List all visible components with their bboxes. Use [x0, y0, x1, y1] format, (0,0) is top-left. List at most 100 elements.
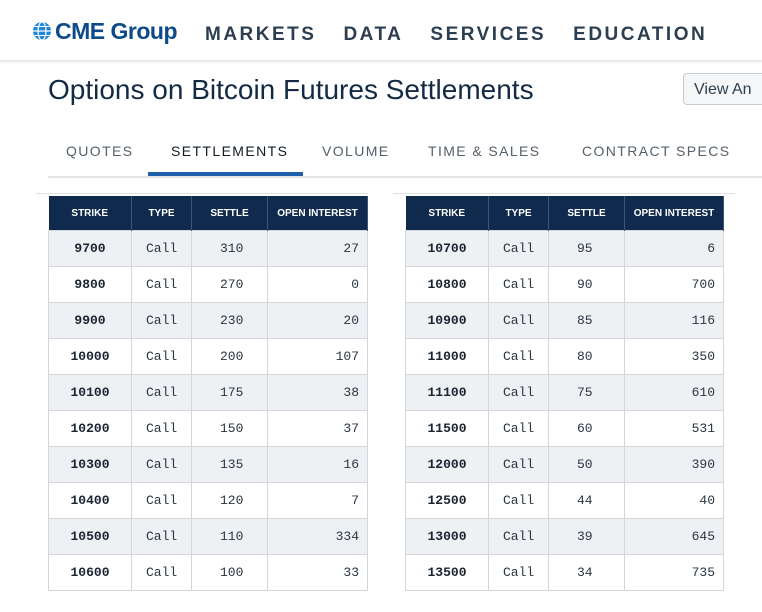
table-row: 10900 Call 85 116 [405, 302, 724, 339]
settle-cell: 150 [191, 410, 268, 447]
settle-cell: 50 [548, 446, 625, 483]
strike-cell: 10300 [48, 446, 132, 483]
strike-cell: 10700 [405, 230, 489, 267]
settle-cell: 230 [191, 302, 268, 339]
strike-cell: 10500 [48, 518, 132, 555]
settle-cell: 85 [548, 302, 625, 339]
column-header-open-interest[interactable]: OPEN INTEREST [267, 196, 368, 231]
settle-cell: 75 [548, 374, 625, 411]
open-interest-cell: 107 [267, 338, 368, 375]
table-row: 10400 Call 120 7 [48, 482, 368, 519]
open-interest-cell: 37 [267, 410, 368, 447]
top-navigation-bar: CME Group MARKETS DATA SERVICES EDUCATIO… [0, 0, 762, 61]
column-header-settle[interactable]: SETTLE [191, 196, 268, 231]
type-cell: Call [488, 266, 549, 303]
open-interest-cell: 0 [267, 266, 368, 303]
type-cell: Call [131, 230, 192, 267]
type-cell: Call [131, 410, 192, 447]
column-header-strike[interactable]: STRIKE [405, 196, 489, 231]
strike-cell: 9900 [48, 302, 132, 339]
open-interest-cell: 610 [624, 374, 724, 411]
column-header-open-interest[interactable]: OPEN INTEREST [624, 196, 724, 231]
view-button[interactable]: View An [683, 73, 762, 105]
table-row: 9700 Call 310 27 [48, 230, 368, 267]
settle-cell: 110 [191, 518, 268, 555]
strike-cell: 10200 [48, 410, 132, 447]
table-row: 10100 Call 175 38 [48, 374, 368, 411]
settle-cell: 135 [191, 446, 268, 483]
open-interest-cell: 531 [624, 410, 724, 447]
tab-bar: QUOTES SETTLEMENTS VOLUME TIME & SALES C… [48, 130, 762, 178]
settle-cell: 200 [191, 338, 268, 375]
table-row: 9800 Call 270 0 [48, 266, 368, 303]
cme-group-logo[interactable]: CME Group [32, 17, 178, 45]
strike-cell: 12500 [405, 482, 489, 519]
nav-data[interactable]: DATA [343, 24, 404, 45]
settle-cell: 310 [191, 230, 268, 267]
type-cell: Call [131, 338, 192, 375]
table-row: 11100 Call 75 610 [405, 374, 724, 411]
table-row: 11500 Call 60 531 [405, 410, 724, 447]
settlements-table: STRIKE TYPE SETTLE OPEN INTEREST 10700 Ca… [405, 196, 724, 591]
tab-settlements[interactable]: SETTLEMENTS [171, 143, 289, 159]
type-cell: Call [488, 338, 549, 375]
logo-text: CME Group [55, 17, 178, 44]
type-cell: Call [131, 266, 192, 303]
type-cell: Call [488, 482, 549, 519]
settle-cell: 120 [191, 482, 268, 519]
strike-cell: 11100 [405, 374, 489, 411]
type-cell: Call [131, 554, 192, 591]
column-header-type[interactable]: TYPE [488, 196, 549, 231]
open-interest-cell: 645 [624, 518, 724, 555]
table-header-row: STRIKE TYPE SETTLE OPEN INTEREST [405, 196, 724, 231]
settle-cell: 175 [191, 374, 268, 411]
main-nav: MARKETS DATA SERVICES EDUCATION [205, 23, 734, 47]
globe-icon [33, 21, 51, 41]
open-interest-cell: 334 [267, 518, 368, 555]
open-interest-cell: 38 [267, 374, 368, 411]
tab-time-and-sales[interactable]: TIME & SALES [428, 143, 541, 159]
table-row: 12000 Call 50 390 [405, 446, 724, 483]
strike-cell: 10400 [48, 482, 132, 519]
table-row: 10000 Call 200 107 [48, 338, 368, 375]
table-row: 10500 Call 110 334 [48, 518, 368, 555]
nav-markets[interactable]: MARKETS [205, 24, 317, 45]
page-title: Options on Bitcoin Futures Settlements [48, 74, 534, 105]
type-cell: Call [488, 302, 549, 339]
settle-cell: 39 [548, 518, 625, 555]
table-row: 10200 Call 150 37 [48, 410, 368, 447]
table-row: 10800 Call 90 700 [405, 266, 724, 303]
open-interest-cell: 350 [624, 338, 724, 375]
nav-services[interactable]: SERVICES [430, 24, 547, 45]
settle-cell: 60 [548, 410, 625, 447]
type-cell: Call [488, 230, 549, 267]
tab-contract-specs[interactable]: CONTRACT SPECS [582, 143, 731, 159]
open-interest-cell: 33 [267, 554, 368, 591]
tab-quotes[interactable]: QUOTES [66, 143, 134, 159]
open-interest-cell: 7 [267, 482, 368, 519]
strike-cell: 13000 [405, 518, 489, 555]
settle-cell: 90 [548, 266, 625, 303]
settle-cell: 95 [548, 230, 625, 267]
strike-cell: 11000 [405, 338, 489, 375]
strike-cell: 13500 [405, 554, 489, 591]
type-cell: Call [131, 518, 192, 555]
type-cell: Call [131, 302, 192, 339]
table-row: 10300 Call 135 16 [48, 446, 368, 483]
column-header-strike[interactable]: STRIKE [48, 196, 132, 231]
column-header-settle[interactable]: SETTLE [548, 196, 625, 231]
active-tab-indicator [148, 172, 303, 176]
open-interest-cell: 27 [267, 230, 368, 267]
settle-cell: 44 [548, 482, 625, 519]
type-cell: Call [131, 482, 192, 519]
nav-education[interactable]: EDUCATION [573, 24, 708, 45]
strike-cell: 12000 [405, 446, 489, 483]
table-row: 10700 Call 95 6 [405, 230, 724, 267]
tab-volume[interactable]: VOLUME [322, 143, 390, 159]
strike-cell: 9700 [48, 230, 132, 267]
settlements-table-left: STRIKE TYPE SETTLE OPEN INTEREST 9700 Cal… [36, 193, 368, 591]
strike-cell: 10900 [405, 302, 489, 339]
table-row: 10600 Call 100 33 [48, 554, 368, 591]
settle-cell: 34 [548, 554, 625, 591]
column-header-type[interactable]: TYPE [131, 196, 192, 231]
